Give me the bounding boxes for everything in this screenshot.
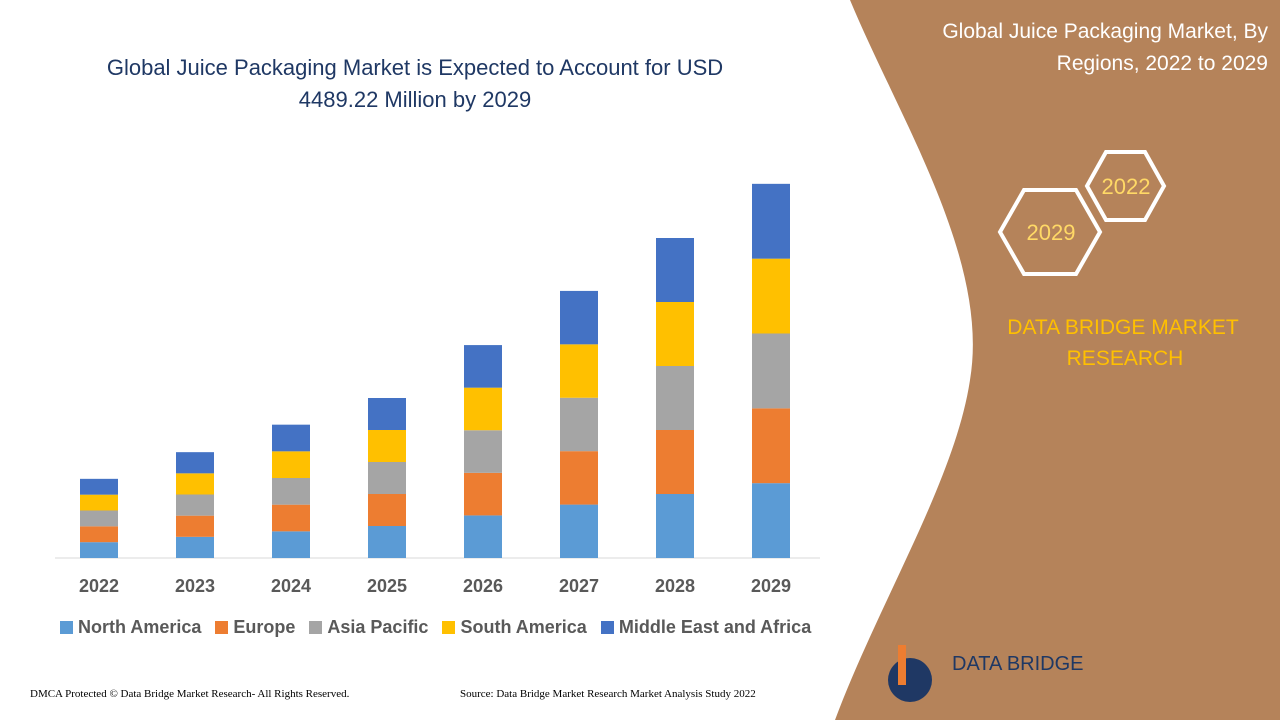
bar-segment xyxy=(176,494,214,516)
bar-segment xyxy=(176,473,214,495)
bar-segment xyxy=(752,333,790,409)
bar-segment xyxy=(368,494,406,526)
bar-segment xyxy=(176,452,214,474)
hexagon xyxy=(1084,150,1167,222)
brand: RESEARCH xyxy=(1067,347,1184,370)
bar-segment xyxy=(656,302,694,366)
legend-label: North America xyxy=(78,617,202,637)
bar-segment xyxy=(368,526,406,558)
legend-swatch xyxy=(600,621,614,634)
x-tick-label: 2026 xyxy=(463,576,503,596)
footer: Source: Data Bridge Market Research Mark… xyxy=(460,688,756,700)
bar-segment xyxy=(272,478,310,505)
bar-segment xyxy=(80,526,118,543)
bar-segment xyxy=(80,494,118,511)
bar-segment xyxy=(80,542,118,558)
hex-label: 2022 xyxy=(1102,174,1151,199)
bar-segment xyxy=(272,531,310,558)
bar-segment xyxy=(176,536,214,558)
bar-segment xyxy=(752,258,790,334)
hex-label: 2029 xyxy=(1027,220,1076,245)
bar-segment xyxy=(272,424,310,452)
bar-segment xyxy=(464,345,502,388)
bar-segment xyxy=(80,510,118,527)
x-tick-label: 2025 xyxy=(367,576,407,596)
bar-segment xyxy=(656,430,694,494)
bar-segment xyxy=(272,504,310,532)
legend-item: South America xyxy=(442,617,587,638)
bar-segment xyxy=(368,462,406,494)
x-tick-label: 2023 xyxy=(175,576,215,596)
bar-segment xyxy=(560,290,598,345)
bar-segment xyxy=(368,398,406,430)
panel-title: Regions, 2022 to 2029 xyxy=(1057,52,1268,75)
bar-segment xyxy=(464,387,502,431)
hexagon xyxy=(997,188,1103,276)
logo-text: DATA BRIDGE xyxy=(952,653,1084,675)
side-panel xyxy=(835,0,1280,720)
logo-icon xyxy=(888,658,932,702)
logo-icon xyxy=(898,645,906,685)
bar-segment xyxy=(560,504,598,558)
legend-label: South America xyxy=(460,617,587,637)
legend-item: North America xyxy=(60,617,201,638)
bar-segment xyxy=(464,430,502,473)
legend-label: Europe xyxy=(233,617,296,637)
bar-segment xyxy=(560,344,598,398)
bar-segment xyxy=(560,397,598,452)
legend-item: Asia Pacific xyxy=(309,617,428,638)
panel-title: Global Juice Packaging Market, By xyxy=(942,20,1268,43)
bar-segment xyxy=(752,408,790,484)
legend-swatch xyxy=(309,621,323,634)
x-tick-label: 2029 xyxy=(751,576,791,596)
legend-item: Europe xyxy=(215,617,295,638)
bar-segment xyxy=(464,515,502,558)
legend: North America Europe Asia Pacific South Ame… xyxy=(60,617,811,638)
bar-segment xyxy=(656,494,694,558)
x-tick-label: 2022 xyxy=(79,576,119,596)
legend-label: Asia Pacific xyxy=(327,617,429,637)
legend-label: Middle East and Africa xyxy=(618,617,812,637)
bar-segment xyxy=(656,366,694,430)
bar-segment xyxy=(368,430,406,462)
bar-segment xyxy=(464,472,502,516)
legend-swatch xyxy=(442,621,456,634)
bar-segment xyxy=(560,451,598,505)
bar-segment xyxy=(752,183,790,259)
x-tick-label: 2024 xyxy=(271,576,311,596)
bar-segment xyxy=(656,238,694,302)
footer: DMCA Protected © Data Bridge Market Rese… xyxy=(30,688,350,700)
bar-segment xyxy=(752,483,790,558)
x-tick-label: 2027 xyxy=(559,576,599,596)
legend-swatch xyxy=(60,621,73,634)
bar-segment xyxy=(272,451,310,478)
legend-swatch xyxy=(215,621,229,634)
chart-title: Global Juice Packaging Market is Expecte… xyxy=(107,55,723,112)
x-tick-label: 2028 xyxy=(655,576,695,596)
bar-segment xyxy=(176,515,214,537)
brand: DATA BRIDGE MARKET xyxy=(1007,316,1239,339)
legend-item: Middle East and Africa xyxy=(600,617,812,638)
bar-segment xyxy=(80,478,118,495)
